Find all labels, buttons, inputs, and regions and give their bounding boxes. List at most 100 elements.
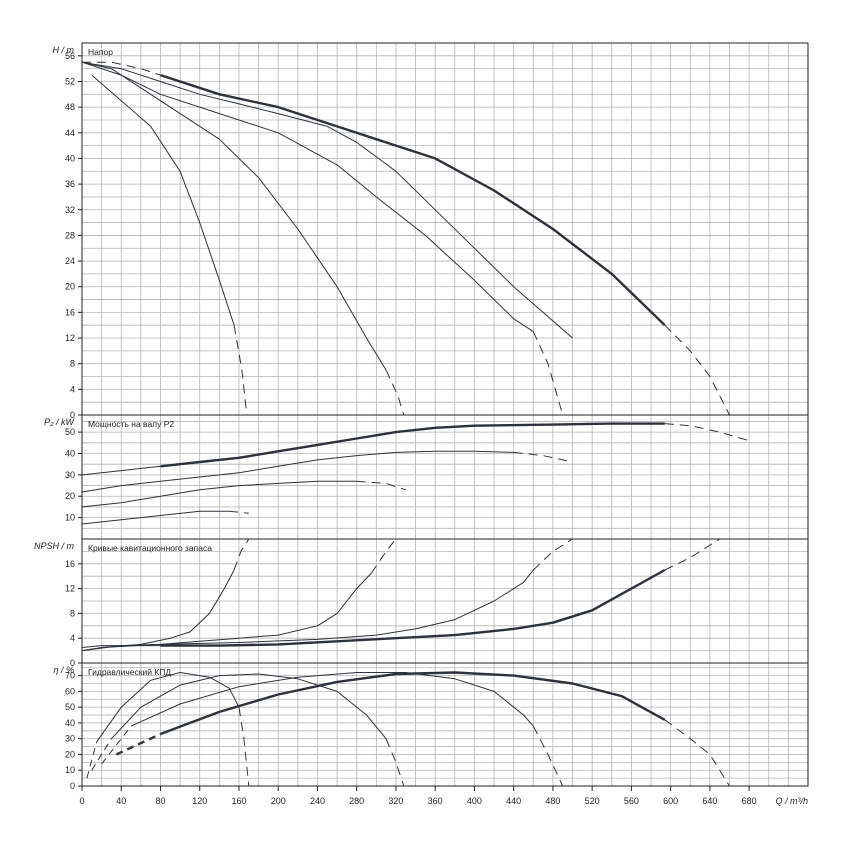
x-tick-label: 520 xyxy=(585,796,600,806)
y-tick-label: 20 xyxy=(65,282,75,292)
y-axis-label: P₂ / kW xyxy=(44,417,75,427)
y-tick-label: 40 xyxy=(65,718,75,728)
series-h-4-ext xyxy=(664,324,730,416)
y-tick-label: 10 xyxy=(65,765,75,775)
series-h-0-ext xyxy=(233,325,248,416)
x-tick-label: 640 xyxy=(702,796,717,806)
x-tick-label: 680 xyxy=(742,796,757,806)
y-tick-label: 44 xyxy=(65,128,75,138)
y-tick-label: 10 xyxy=(65,513,75,523)
x-tick-label: 160 xyxy=(231,796,246,806)
series-p2-0-ext xyxy=(229,510,249,514)
y-tick-label: 0 xyxy=(70,781,75,791)
y-tick-label: 8 xyxy=(70,608,75,618)
series-eta-2-ext xyxy=(532,725,564,787)
series-eta-1 xyxy=(111,673,387,740)
series-npsh-0-ext xyxy=(233,538,250,571)
series-h-0 xyxy=(91,74,235,326)
x-tick-label: 560 xyxy=(624,796,639,806)
panel-npsh: 0 4 8 12 16 NPSH / m Кривые кавитационного зап… xyxy=(34,538,809,668)
x-tick-label: 400 xyxy=(467,796,482,806)
series-h-3 xyxy=(81,61,573,339)
y-tick-label: 30 xyxy=(65,470,75,480)
y-tick-label: 20 xyxy=(65,491,75,501)
panel-frame xyxy=(81,414,809,540)
y-tick-label: 0 xyxy=(70,410,75,420)
series-eta-2 xyxy=(130,672,534,727)
series-h-2-ext xyxy=(532,331,564,416)
y-tick-label: 50 xyxy=(65,427,75,437)
series-p2-1 xyxy=(81,480,357,508)
y-tick-label: 0 xyxy=(70,658,75,668)
x-axis-label: Q / m³/h xyxy=(775,796,808,806)
series-npsh-4 xyxy=(160,568,666,647)
y-tick-label: 24 xyxy=(65,256,75,266)
panel-title: Гидравлический КПД xyxy=(88,667,171,677)
panel-frame xyxy=(81,42,809,416)
panel-eta: 0 10 20 30 40 50 60 70η / % Гидравлический КПД xyxy=(53,662,809,791)
y-tick-label: 4 xyxy=(70,633,75,643)
series-eta-1-start xyxy=(91,738,112,771)
y-tick-label: 70 xyxy=(65,671,75,681)
x-tick-label: 120 xyxy=(192,796,207,806)
y-tick-label: 4 xyxy=(70,384,75,394)
y-tick-label: 12 xyxy=(65,584,75,594)
y-tick-label: 40 xyxy=(65,153,75,163)
y-tick-label: 50 xyxy=(65,702,75,712)
y-tick-label: 16 xyxy=(65,307,75,317)
series-p2-0 xyxy=(81,510,230,525)
panel-title: Мощность на валу P2 xyxy=(88,419,174,429)
series-eta-3-start xyxy=(115,732,162,756)
series-eta-0-ext xyxy=(238,707,250,787)
series-p2-2-ext xyxy=(513,451,573,463)
x-tick-label: 0 xyxy=(79,796,84,806)
y-tick-label: 36 xyxy=(65,179,75,189)
series-h-4 xyxy=(160,73,666,327)
x-tick-label: 480 xyxy=(545,796,560,806)
series-p2-4 xyxy=(160,422,665,468)
panel-title: Напор xyxy=(88,47,113,57)
panel-title: Кривые кавитационного запаса xyxy=(88,543,212,553)
x-tick-label: 600 xyxy=(663,796,678,806)
x-tick-label: 40 xyxy=(116,796,126,806)
series-eta-3-ext xyxy=(664,719,730,787)
y-axis-label: η / % xyxy=(53,665,74,675)
series-eta-0-start xyxy=(86,741,98,779)
series-eta-2-start xyxy=(101,725,132,765)
series-npsh-4-ext xyxy=(664,538,720,571)
series-npsh-1-ext xyxy=(370,538,397,574)
series-p2-2 xyxy=(81,450,514,493)
x-tick-label: 280 xyxy=(349,796,364,806)
series-npsh-2 xyxy=(101,569,534,648)
y-tick-label: 16 xyxy=(65,559,75,569)
y-axis-label: H / m xyxy=(53,45,75,55)
y-tick-label: 32 xyxy=(65,205,75,215)
x-tick-label: 320 xyxy=(388,796,403,806)
series-h-2 xyxy=(81,61,534,333)
y-axis-label: NPSH / m xyxy=(34,541,75,551)
series-p2-3 xyxy=(81,465,161,476)
y-tick-label: 12 xyxy=(65,333,75,343)
y-tick-label: 8 xyxy=(70,359,75,369)
series-eta-3 xyxy=(160,671,666,736)
y-tick-label: 28 xyxy=(65,230,75,240)
y-tick-label: 20 xyxy=(65,749,75,759)
panel-frame xyxy=(81,662,809,787)
series-npsh-3 xyxy=(81,645,161,648)
x-tick-label: 80 xyxy=(155,796,165,806)
y-tick-label: 30 xyxy=(65,734,75,744)
x-tick-label: 240 xyxy=(310,796,325,806)
x-tick-label: 200 xyxy=(271,796,286,806)
y-tick-label: 56 xyxy=(65,51,75,61)
y-tick-label: 40 xyxy=(65,448,75,458)
series-eta-1-ext xyxy=(385,738,405,787)
x-axis: 0 40 80 120 160 200 240 280 320 360 400 440 480 520 56… xyxy=(79,786,808,806)
series-h-1 xyxy=(81,61,387,371)
x-tick-label: 440 xyxy=(506,796,521,806)
series-eta-0 xyxy=(96,672,240,743)
y-tick-label: 48 xyxy=(65,102,75,112)
